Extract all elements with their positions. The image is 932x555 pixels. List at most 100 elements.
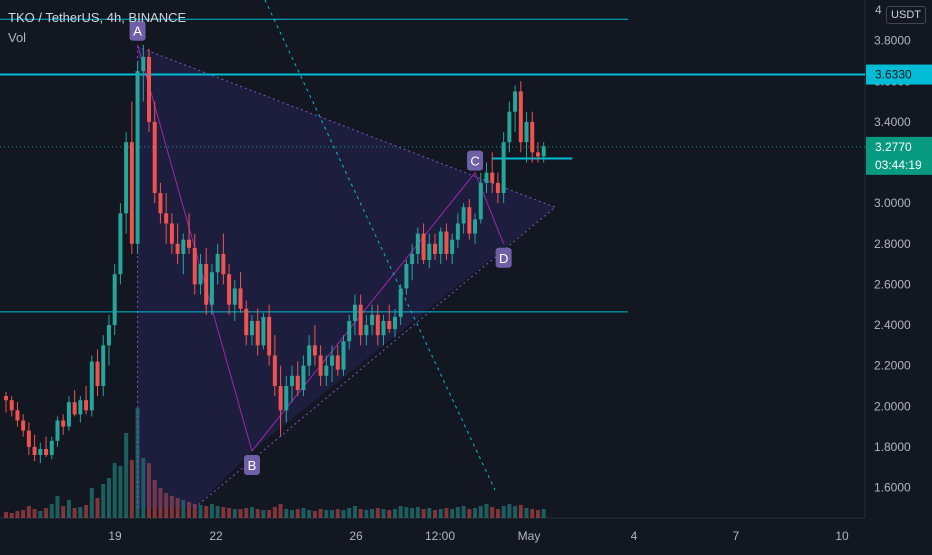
candle-body [364,325,369,336]
pattern-label-bg [467,150,484,171]
volume-bar [221,507,226,518]
candle-body [95,361,100,386]
pattern-label-bg [129,20,146,41]
volume-bar [238,509,243,518]
volume-bar [4,512,8,518]
candle-body [461,207,466,224]
price-tick-label: 2.2000 [874,359,911,373]
volume-bar [444,508,449,518]
volume-bar [335,509,340,518]
volume-bar [375,508,380,518]
volume-bar [232,509,237,518]
pattern-label-bg [243,454,260,475]
volume-bar [490,507,495,518]
time-tick-label: 10 [835,529,849,543]
volume-bar [427,508,432,518]
volume-bar [398,506,403,518]
candle-body [330,355,335,366]
volume-bar [530,509,535,518]
volume-bar [21,510,26,518]
time-tick-label: 26 [349,529,363,543]
volume-bar [433,510,437,518]
candle-body [118,213,123,275]
pattern-label-A: A [133,24,142,39]
price-tick-label: 2.6000 [874,277,911,291]
volume-bar [381,509,386,518]
volume-bar [147,463,151,518]
volume-bar [49,504,54,518]
candle-body [215,253,220,273]
candle-body [187,239,192,248]
candle-body [318,355,323,376]
candle-body [175,243,180,254]
volume-bar [9,513,14,518]
candle-body [106,325,111,346]
triangle-fill [137,46,556,508]
candle-body [530,121,535,153]
candle-body [38,448,43,456]
candle-body [307,345,312,366]
candle-body [238,288,243,309]
candle-body [221,253,226,275]
volume-bar [404,507,409,518]
volume-bar [347,508,352,518]
volume-bar [112,463,117,518]
volume-bar [158,488,163,518]
volume-bar [307,510,312,518]
candle-body [192,247,197,285]
volume-bar [169,496,174,518]
current-price-label: 3.2770 [875,140,912,154]
volume-bar [341,510,346,518]
volume-bar [535,510,540,518]
candle-body [249,320,254,336]
candle-body [32,446,37,456]
candle-body [501,142,506,193]
candle-body [444,231,449,254]
candle-body [181,239,186,254]
volume-bar [513,506,518,518]
volume-bar [352,506,357,518]
volume-bar [450,509,455,518]
volume-bar [541,509,546,518]
candle-body [89,361,94,411]
volume-bar [84,505,89,518]
volume-bar [507,504,512,518]
candle-body [518,91,523,143]
volume-bar [290,510,294,518]
volume-bar [255,509,260,518]
chart-legend: TKO / TetherUS, 4h, BINANCE Vol [8,8,186,48]
volume-bar [101,484,106,518]
volume-label[interactable]: Vol [8,30,27,45]
candle-body [49,440,54,456]
volume-bar [55,496,60,518]
volume-bar [141,458,146,518]
candle-body [433,243,437,254]
volume-bar [204,506,209,518]
symbol-title[interactable]: TKO / TetherUS, 4h, BINANCE [8,10,187,25]
candle-body [455,223,460,240]
price-tick-label: 2.0000 [874,399,911,413]
time-tick-label: 7 [733,529,740,543]
price-tick-label: 3.0000 [874,196,911,210]
candle-body [112,274,117,326]
volume-bar [295,509,300,518]
volume-bar [26,506,31,518]
candle-body [198,264,203,285]
pattern-label-bg [495,247,512,268]
volume-bar [272,507,277,518]
volume-bar [387,510,392,518]
volume-bar [312,511,317,518]
volume-bar [164,493,169,518]
candle-body [267,316,272,356]
candle-body [524,121,529,143]
volume-bar [330,510,335,518]
candle-body [370,314,375,326]
candle-body [26,430,31,447]
price-tick-label: 3.8000 [874,34,911,48]
volume-bar [484,504,489,518]
currency-button[interactable]: USDT [886,6,926,24]
candle-body [335,355,340,370]
candle-body [410,253,415,265]
volume-bar [32,509,37,518]
